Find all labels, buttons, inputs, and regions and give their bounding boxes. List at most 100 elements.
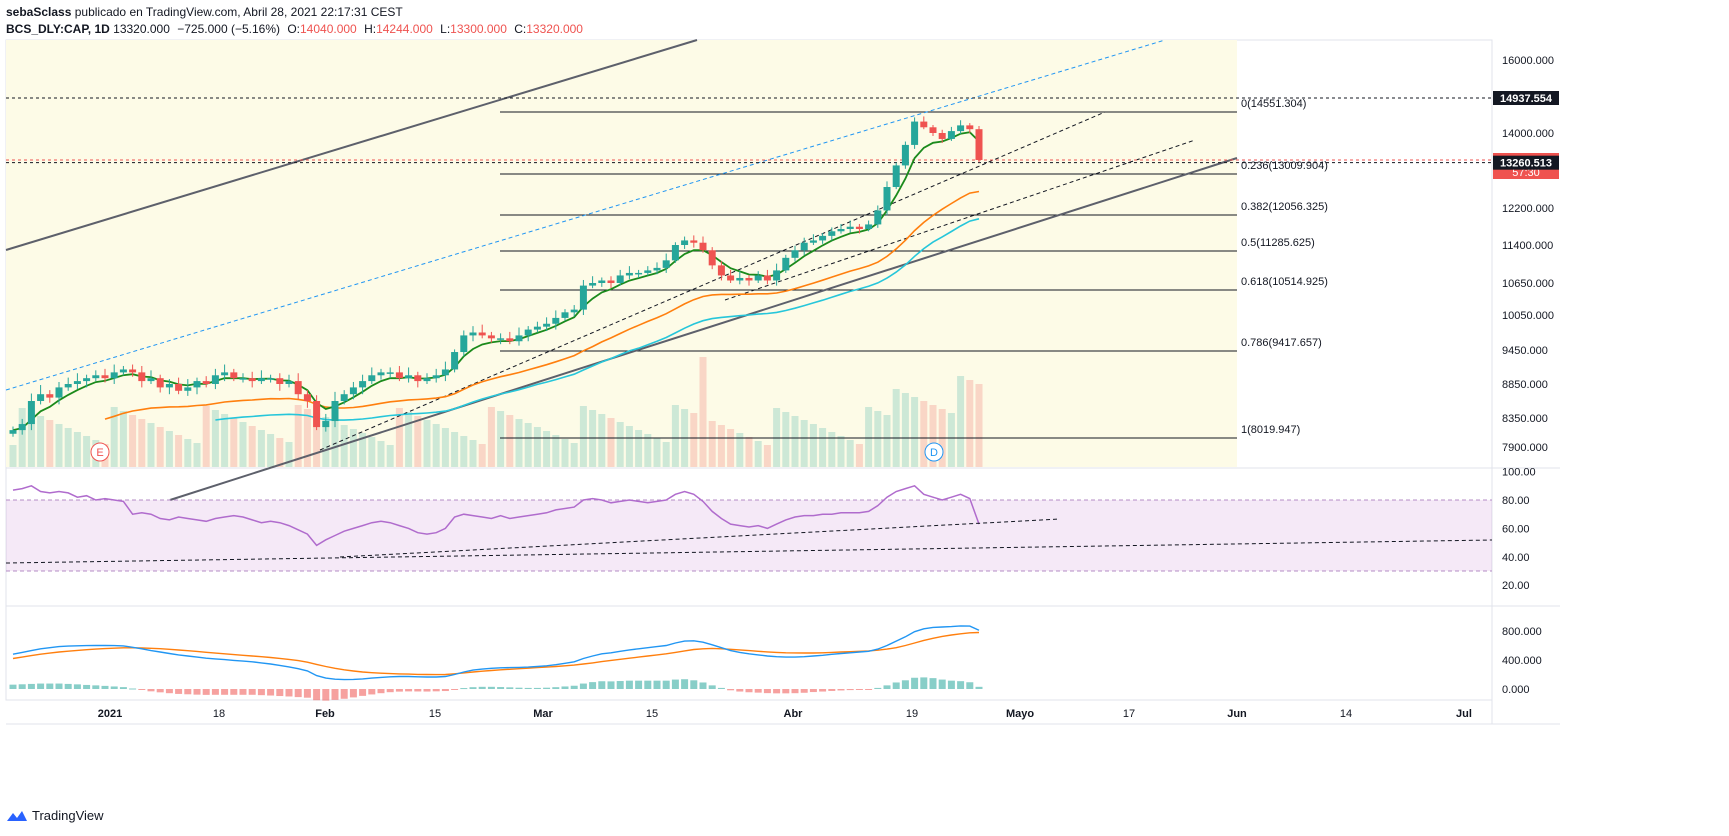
candle-body[interactable] <box>662 260 670 268</box>
candle-body[interactable] <box>349 387 357 395</box>
candle-body[interactable] <box>46 394 54 398</box>
candle-body[interactable] <box>469 332 477 336</box>
author-name[interactable]: sebaSclass <box>6 5 72 19</box>
candle-body[interactable] <box>644 270 652 273</box>
candle-body[interactable] <box>248 378 256 382</box>
candle-body[interactable] <box>607 280 615 283</box>
candle-body[interactable] <box>165 384 173 388</box>
candle-body[interactable] <box>230 372 238 379</box>
event-marker[interactable] <box>90 442 110 462</box>
candle-body[interactable] <box>938 133 946 139</box>
candle-body[interactable] <box>515 335 523 342</box>
candle-body[interactable] <box>359 381 367 388</box>
symbol-label[interactable]: BCS_DLY:CAP, 1D <box>6 22 110 36</box>
candle-body[interactable] <box>101 375 109 379</box>
candle-body[interactable] <box>690 240 698 243</box>
candle-body[interactable] <box>800 242 808 251</box>
candle-body[interactable] <box>874 210 882 225</box>
candle-body[interactable] <box>947 131 955 139</box>
candle-body[interactable] <box>929 127 937 133</box>
candle-body[interactable] <box>92 375 100 379</box>
candle-body[interactable] <box>966 125 974 130</box>
candle-body[interactable] <box>460 335 468 353</box>
candle-body[interactable] <box>865 224 873 230</box>
candle-body[interactable] <box>267 378 275 380</box>
candle-body[interactable] <box>754 275 762 281</box>
candle-body[interactable] <box>110 372 118 379</box>
candle-body[interactable] <box>55 387 63 398</box>
candle-body[interactable] <box>552 317 560 324</box>
candle-body[interactable] <box>671 245 679 261</box>
candle-body[interactable] <box>681 240 689 245</box>
event-marker[interactable] <box>924 442 944 462</box>
candle-body[interactable] <box>368 375 376 382</box>
candle-body[interactable] <box>441 369 449 376</box>
candle-body[interactable] <box>129 369 137 373</box>
candle-body[interactable] <box>911 121 919 145</box>
candle-body[interactable] <box>405 375 413 379</box>
candle-body[interactable] <box>533 326 541 330</box>
candle-body[interactable] <box>303 394 311 401</box>
candle-body[interactable] <box>18 424 26 431</box>
candle-body[interactable] <box>855 226 863 230</box>
candle-body[interactable] <box>285 381 293 384</box>
candle-body[interactable] <box>635 272 643 275</box>
candle-body[interactable] <box>543 323 551 327</box>
candle-body[interactable] <box>920 121 928 128</box>
candle-body[interactable] <box>414 375 422 382</box>
candle-body[interactable] <box>257 378 265 382</box>
candle-body[interactable] <box>478 332 486 336</box>
candle-body[interactable] <box>432 375 440 379</box>
candle-body[interactable] <box>497 338 505 340</box>
candle-body[interactable] <box>423 378 431 382</box>
candle-body[interactable] <box>119 369 127 373</box>
candle-body[interactable] <box>202 381 210 384</box>
candle-body[interactable] <box>570 309 578 313</box>
candle-body[interactable] <box>294 381 302 395</box>
candle-body[interactable] <box>395 372 403 379</box>
candle-body[interactable] <box>598 280 606 283</box>
candle-body[interactable] <box>708 250 716 266</box>
candle-body[interactable] <box>239 378 247 380</box>
candle-body[interactable] <box>819 235 827 241</box>
candle-body[interactable] <box>736 277 744 281</box>
candle-body[interactable] <box>340 394 348 401</box>
candle-body[interactable] <box>616 275 624 283</box>
candle-body[interactable] <box>901 144 909 166</box>
candle-body[interactable] <box>561 312 569 318</box>
candle-body[interactable] <box>837 229 845 232</box>
candle-body[interactable] <box>957 125 965 132</box>
candle-body[interactable] <box>276 378 284 384</box>
candle-body[interactable] <box>83 378 91 382</box>
candle-body[interactable] <box>791 250 799 258</box>
candle-body[interactable] <box>745 277 753 281</box>
candle-body[interactable] <box>27 401 35 425</box>
candle-body[interactable] <box>579 285 587 310</box>
candle-body[interactable] <box>717 265 725 276</box>
candle-body[interactable] <box>892 165 900 188</box>
candle-body[interactable] <box>37 394 45 401</box>
candle-body[interactable] <box>386 372 394 374</box>
candle-body[interactable] <box>589 283 597 286</box>
candle-body[interactable] <box>184 387 192 391</box>
candle-body[interactable] <box>221 372 229 376</box>
candle-body[interactable] <box>506 338 514 342</box>
candle-body[interactable] <box>9 430 17 434</box>
candle-body[interactable] <box>193 381 201 388</box>
candle-body[interactable] <box>147 378 155 382</box>
candle-body[interactable] <box>451 352 459 370</box>
candle-body[interactable] <box>175 384 183 391</box>
footer-brand[interactable]: TradingView <box>6 808 104 823</box>
candle-body[interactable] <box>763 275 771 281</box>
candle-body[interactable] <box>809 240 817 243</box>
candle-body[interactable] <box>782 257 790 271</box>
candle-body[interactable] <box>313 401 321 428</box>
candle-body[interactable] <box>846 226 854 230</box>
candle-body[interactable] <box>156 378 164 388</box>
candle-body[interactable] <box>487 335 495 339</box>
candle-body[interactable] <box>773 270 781 281</box>
candle-body[interactable] <box>138 372 146 382</box>
candle-body[interactable] <box>975 129 983 160</box>
candle-body[interactable] <box>625 272 633 276</box>
